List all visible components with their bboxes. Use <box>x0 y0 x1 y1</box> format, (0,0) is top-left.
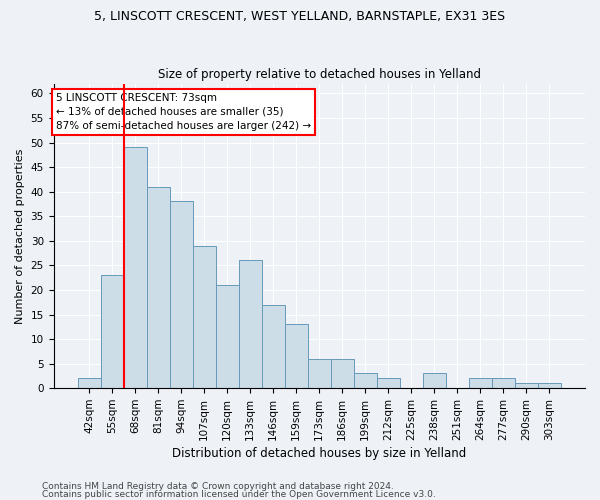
Bar <box>285 324 308 388</box>
Text: Contains public sector information licensed under the Open Government Licence v3: Contains public sector information licen… <box>42 490 436 499</box>
Bar <box>262 304 285 388</box>
Bar <box>308 358 331 388</box>
Bar <box>124 148 147 388</box>
Text: 5 LINSCOTT CRESCENT: 73sqm
← 13% of detached houses are smaller (35)
87% of semi: 5 LINSCOTT CRESCENT: 73sqm ← 13% of deta… <box>56 92 311 130</box>
Bar <box>377 378 400 388</box>
Text: 5, LINSCOTT CRESCENT, WEST YELLAND, BARNSTAPLE, EX31 3ES: 5, LINSCOTT CRESCENT, WEST YELLAND, BARN… <box>94 10 506 23</box>
Bar <box>354 374 377 388</box>
Bar <box>492 378 515 388</box>
Bar <box>515 384 538 388</box>
Y-axis label: Number of detached properties: Number of detached properties <box>15 148 25 324</box>
Bar <box>170 202 193 388</box>
Bar <box>147 186 170 388</box>
Bar <box>423 374 446 388</box>
Bar <box>216 285 239 388</box>
Text: Contains HM Land Registry data © Crown copyright and database right 2024.: Contains HM Land Registry data © Crown c… <box>42 482 394 491</box>
Bar <box>538 384 561 388</box>
Bar <box>77 378 101 388</box>
Bar <box>101 275 124 388</box>
Bar <box>331 358 354 388</box>
Bar <box>469 378 492 388</box>
Title: Size of property relative to detached houses in Yelland: Size of property relative to detached ho… <box>158 68 481 81</box>
Bar <box>193 246 216 388</box>
X-axis label: Distribution of detached houses by size in Yelland: Distribution of detached houses by size … <box>172 447 466 460</box>
Bar <box>239 260 262 388</box>
